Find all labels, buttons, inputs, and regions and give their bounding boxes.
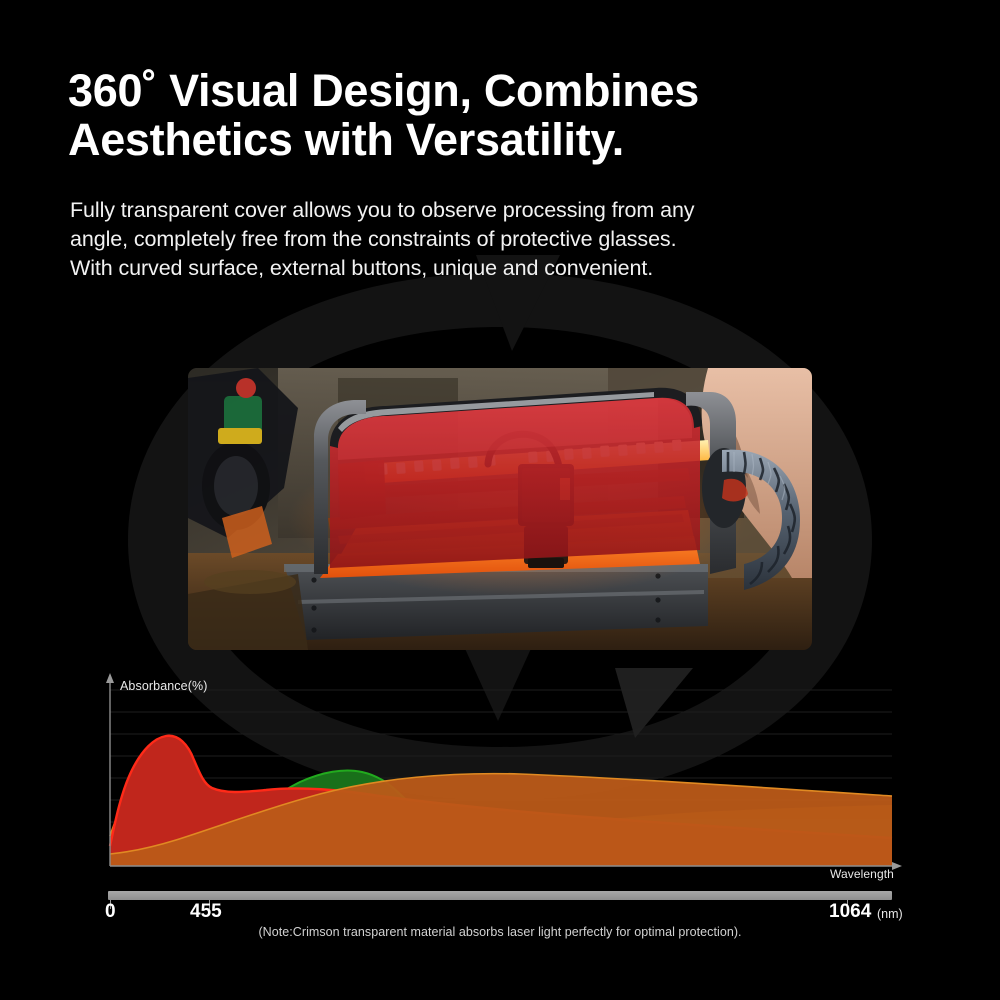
tick-mark-0 xyxy=(110,900,111,909)
tick-label-455: 455 xyxy=(190,901,222,922)
series-orange-front-area xyxy=(110,773,892,866)
x-axis-label: Wavelength xyxy=(830,867,894,881)
chart-axes xyxy=(106,673,902,870)
wavelength-scale-bar xyxy=(108,891,892,900)
y-axis-label: Absorbance(%) xyxy=(120,679,208,693)
tick-mark-455 xyxy=(209,900,210,909)
watermark-arrow-overlay xyxy=(615,668,693,738)
x-axis-arrow xyxy=(892,862,902,870)
tick-label-0: 0 xyxy=(105,901,116,922)
x-axis-unit: (nm) xyxy=(877,907,903,921)
body-paragraph: Fully transparent cover allows you to ob… xyxy=(70,198,695,280)
tick-label-1064: 1064 xyxy=(829,901,872,922)
absorbance-chart xyxy=(0,668,1000,898)
tick-mark-1064 xyxy=(847,900,848,909)
product-photo-laser-engraver xyxy=(188,368,812,650)
chart-note: (Note:Crimson transparent material absor… xyxy=(258,925,742,939)
page-title: 360˚ Visual Design, Combines Aesthetics … xyxy=(68,65,699,165)
series-orange-front-line xyxy=(109,772,893,855)
y-axis-arrow xyxy=(106,673,114,683)
